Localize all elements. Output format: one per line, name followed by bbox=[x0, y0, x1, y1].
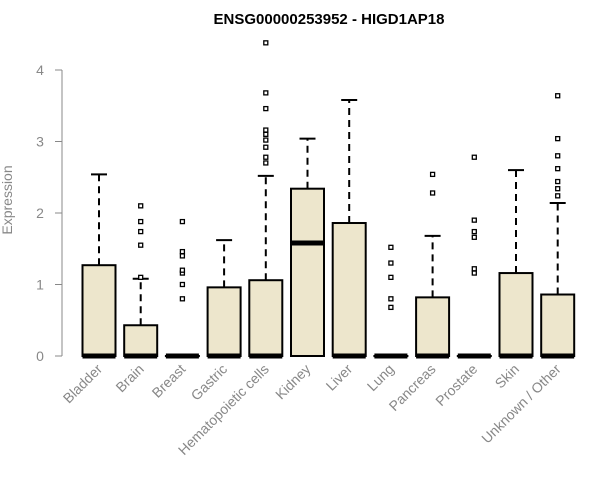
outlier-point bbox=[138, 218, 144, 225]
box bbox=[540, 293, 576, 358]
chart-title: ENSG00000253952 - HIGD1AP18 bbox=[214, 11, 445, 28]
box bbox=[206, 286, 242, 357]
outlier-point bbox=[471, 217, 477, 223]
y-tick-label: 2 bbox=[36, 205, 44, 221]
y-tick-label: 3 bbox=[36, 134, 44, 150]
outlier-point bbox=[263, 127, 269, 133]
outlier-point bbox=[471, 270, 477, 276]
outlier-point bbox=[138, 274, 144, 281]
x-tick-label: Lung bbox=[364, 361, 397, 394]
box-group bbox=[248, 40, 284, 359]
x-tick-label: Bladder bbox=[60, 361, 106, 407]
outlier-point bbox=[471, 234, 477, 240]
outlier-point bbox=[555, 166, 561, 172]
x-tick-label: Kidney bbox=[272, 361, 314, 403]
y-tick-label: 0 bbox=[36, 348, 44, 364]
outlier-point bbox=[388, 244, 394, 250]
x-tick-label: Liver bbox=[323, 361, 356, 394]
box bbox=[331, 222, 367, 357]
boxes bbox=[81, 40, 576, 359]
box-group bbox=[331, 99, 367, 359]
x-tick-label: Prostate bbox=[432, 361, 480, 409]
y-tick-label: 4 bbox=[36, 62, 44, 78]
box-group bbox=[123, 203, 159, 359]
outlier-point bbox=[179, 248, 186, 255]
outlier-point bbox=[263, 160, 269, 166]
box bbox=[81, 264, 117, 358]
y-axis: 0 1 2 3 4 bbox=[36, 62, 63, 364]
outlier-point bbox=[555, 186, 561, 192]
box-group bbox=[81, 173, 117, 359]
outlier-point bbox=[263, 137, 269, 143]
outlier-point bbox=[471, 154, 477, 160]
box-group bbox=[290, 137, 325, 357]
outlier-point bbox=[429, 171, 436, 178]
y-axis-label: Expression bbox=[0, 165, 15, 234]
box-group bbox=[415, 171, 451, 359]
outlier-point bbox=[555, 135, 561, 142]
x-tick-label: Skin bbox=[492, 361, 523, 392]
outlier-point bbox=[388, 274, 394, 281]
box bbox=[123, 324, 159, 358]
outlier-point bbox=[388, 260, 394, 266]
outlier-point bbox=[263, 90, 269, 96]
outlier-point bbox=[429, 190, 436, 196]
box-group bbox=[540, 93, 576, 359]
outlier-point bbox=[179, 218, 186, 225]
outlier-point bbox=[263, 154, 269, 160]
box-group bbox=[498, 169, 534, 359]
box-group bbox=[206, 239, 242, 359]
outlier-point bbox=[263, 131, 269, 138]
outlier-point bbox=[555, 153, 561, 159]
box-group bbox=[164, 218, 200, 359]
outlier-point bbox=[263, 40, 269, 46]
outlier-point bbox=[263, 105, 269, 112]
outlier-point bbox=[555, 193, 561, 199]
outlier-point bbox=[471, 266, 477, 272]
box bbox=[415, 296, 451, 357]
box-group bbox=[373, 244, 409, 359]
outlier-point bbox=[263, 144, 269, 150]
outlier-point bbox=[179, 281, 186, 288]
outlier-point bbox=[555, 178, 561, 185]
y-tick-label: 1 bbox=[36, 277, 44, 293]
outlier-point bbox=[179, 253, 186, 259]
box bbox=[248, 279, 284, 357]
outlier-point bbox=[179, 296, 186, 302]
outlier-point bbox=[138, 228, 144, 235]
outlier-point bbox=[555, 93, 561, 99]
x-tick-label: Brain bbox=[112, 361, 146, 395]
x-tick-label: Breast bbox=[149, 361, 189, 401]
outlier-point bbox=[138, 203, 144, 209]
outlier-point bbox=[471, 228, 477, 235]
outlier-point bbox=[388, 304, 394, 311]
box bbox=[290, 187, 325, 357]
box-group bbox=[456, 154, 492, 359]
box bbox=[498, 272, 534, 357]
x-tick-label: Unknown / Other bbox=[478, 361, 564, 447]
outlier-point bbox=[179, 267, 186, 273]
outlier-point bbox=[388, 296, 394, 302]
outlier-point bbox=[138, 242, 144, 248]
